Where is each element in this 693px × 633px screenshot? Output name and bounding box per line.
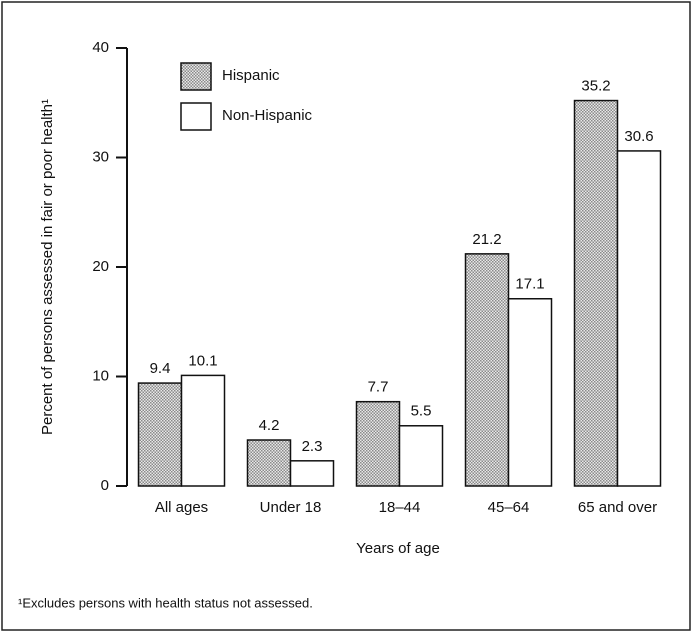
x-tick-label: All ages [155, 499, 208, 516]
legend-label: Non-Hispanic [222, 107, 313, 124]
bar [137, 382, 183, 487]
legend-swatch [180, 102, 212, 131]
x-tick-label: Under 18 [260, 499, 322, 516]
bar [246, 439, 292, 487]
bar [180, 374, 226, 487]
value-label: 7.7 [368, 379, 389, 396]
bar [398, 425, 444, 487]
value-label: 5.5 [411, 403, 432, 420]
y-axis-label: Percent of persons assessed in fair or p… [39, 99, 56, 435]
bar [507, 298, 553, 487]
y-tick-label: 30 [92, 148, 109, 165]
x-tick-label: 18–44 [379, 499, 421, 516]
value-label: 17.1 [515, 276, 544, 293]
bar [289, 460, 335, 487]
bar [464, 253, 510, 487]
bar [616, 150, 662, 487]
y-tick-label: 20 [92, 258, 109, 275]
value-label: 21.2 [472, 231, 501, 248]
x-axis-label: Years of age [356, 540, 440, 557]
value-label: 10.1 [188, 352, 217, 369]
footnote: ¹Excludes persons with health status not… [18, 595, 313, 610]
y-tick-label: 10 [92, 367, 109, 384]
value-label: 35.2 [581, 78, 610, 95]
value-label: 4.2 [259, 417, 280, 434]
legend-swatch [180, 62, 212, 91]
value-label: 2.3 [302, 438, 323, 455]
value-label: 9.4 [150, 360, 171, 377]
value-label: 30.6 [624, 128, 653, 145]
legend-label: Hispanic [222, 67, 280, 84]
x-tick-label: 45–64 [488, 499, 530, 516]
y-tick-label: 0 [101, 477, 109, 494]
y-tick-label: 40 [92, 39, 109, 56]
bar [355, 400, 401, 487]
x-tick-label: 65 and over [578, 499, 657, 516]
bar [573, 99, 619, 487]
